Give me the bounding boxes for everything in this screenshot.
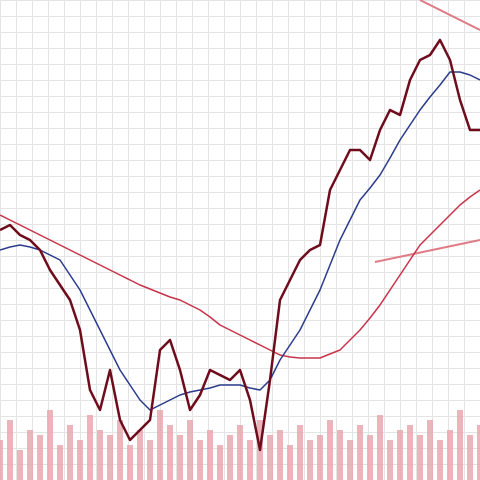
volume-bar xyxy=(107,435,113,480)
volume-bar xyxy=(57,445,63,480)
line-price xyxy=(0,38,480,452)
volume-bar xyxy=(367,435,373,480)
volume-bar xyxy=(417,435,423,480)
volume-bar xyxy=(407,425,413,480)
volume-bar xyxy=(77,440,83,480)
volume-bar xyxy=(297,425,303,480)
volume-bar xyxy=(87,415,93,480)
volume-bar xyxy=(17,450,23,480)
volume-bar xyxy=(37,435,43,480)
volume-bar xyxy=(267,435,273,480)
volume-bar xyxy=(117,420,123,480)
volume-bar xyxy=(287,445,293,480)
trend-line xyxy=(419,0,480,31)
volume-bar xyxy=(167,425,173,480)
line-fast-average xyxy=(0,71,480,411)
volume-bar xyxy=(157,410,163,480)
volume-bar xyxy=(0,440,3,480)
volume-bar xyxy=(247,440,253,480)
volume-bar xyxy=(427,420,433,480)
volume-bar xyxy=(327,420,333,480)
volume-bar xyxy=(307,440,313,480)
volume-bar xyxy=(207,430,213,480)
volume-bar xyxy=(237,425,243,480)
volume-bar xyxy=(447,430,453,480)
volume-bar xyxy=(317,435,323,480)
volume-bar xyxy=(177,435,183,480)
volume-bar xyxy=(227,435,233,480)
volume-bar xyxy=(477,425,480,480)
volume-bar xyxy=(397,430,403,480)
volume-bar xyxy=(187,420,193,480)
volume-bar xyxy=(47,410,53,480)
volume-bar xyxy=(27,430,33,480)
volume-bar xyxy=(467,435,473,480)
volume-bar xyxy=(67,425,73,480)
volume-bar xyxy=(147,440,153,480)
volume-bar xyxy=(97,430,103,480)
volume-bar xyxy=(437,440,443,480)
volume-bar xyxy=(197,440,203,480)
volume-bar xyxy=(217,445,223,480)
volume-bar xyxy=(357,425,363,480)
volume-bar xyxy=(337,430,343,480)
volume-bar xyxy=(277,430,283,480)
volume-bar xyxy=(137,430,143,480)
volume-bar xyxy=(457,410,463,480)
trend-line xyxy=(374,239,480,263)
volume-bar xyxy=(127,445,133,480)
line-slow-average xyxy=(0,189,480,359)
volume-bar xyxy=(377,415,383,480)
volume-bar xyxy=(7,420,13,480)
volume-bar xyxy=(387,440,393,480)
volume-bar xyxy=(347,440,353,480)
